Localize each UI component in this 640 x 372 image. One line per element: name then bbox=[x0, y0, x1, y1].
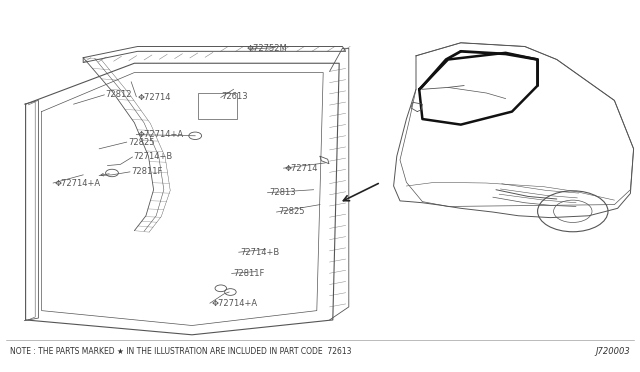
Bar bbox=[198, 93, 237, 119]
Text: J720003: J720003 bbox=[596, 347, 630, 356]
Text: 72825: 72825 bbox=[278, 207, 305, 216]
Text: NOTE : THE PARTS MARKED ★ IN THE ILLUSTRATION ARE INCLUDED IN PART CODE  72613: NOTE : THE PARTS MARKED ★ IN THE ILLUSTR… bbox=[10, 347, 351, 356]
Text: ✥72714+A: ✥72714+A bbox=[54, 179, 100, 187]
Text: 72811F: 72811F bbox=[234, 269, 265, 278]
Text: ✥72714+A: ✥72714+A bbox=[211, 299, 257, 308]
Text: ✥72714: ✥72714 bbox=[138, 93, 171, 102]
Text: ✥72752M: ✥72752M bbox=[246, 44, 287, 53]
Text: 72825: 72825 bbox=[128, 138, 154, 147]
Text: 72813: 72813 bbox=[269, 188, 296, 197]
Text: 72714+B: 72714+B bbox=[240, 248, 279, 257]
Text: ✥72714+A: ✥72714+A bbox=[138, 130, 184, 139]
Text: 72613: 72613 bbox=[221, 92, 248, 101]
Text: 72811F: 72811F bbox=[131, 167, 163, 176]
Text: 72812: 72812 bbox=[106, 90, 132, 99]
Text: ✥72714: ✥72714 bbox=[285, 164, 318, 173]
Text: 72714+B: 72714+B bbox=[133, 153, 172, 161]
